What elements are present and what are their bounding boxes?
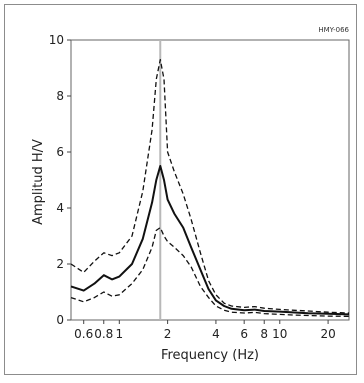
x-tick-label: 20 bbox=[320, 327, 335, 341]
plot-box bbox=[70, 39, 350, 321]
series-line-mean bbox=[70, 165, 350, 316]
x-tick-label: 10 bbox=[272, 327, 287, 341]
x-tick-label: 1 bbox=[115, 327, 123, 341]
x-tick-label: 0.8 bbox=[94, 327, 113, 341]
y-tick-label: 8 bbox=[56, 89, 64, 103]
x-tick-label: 4 bbox=[212, 327, 220, 341]
x-tick-label: 6 bbox=[240, 327, 248, 341]
series-line-dashed-2 bbox=[70, 226, 350, 318]
y-tick-label: 10 bbox=[49, 33, 64, 47]
x-tick-label: 8 bbox=[260, 327, 268, 341]
y-tick-label: 4 bbox=[56, 201, 64, 215]
x-tick-label: 2 bbox=[164, 327, 172, 341]
x-tick-label: 0.6 bbox=[74, 327, 93, 341]
plot-area bbox=[70, 39, 350, 321]
y-tick-label: 2 bbox=[56, 257, 64, 271]
x-axis-title: Frequency (Hz) bbox=[161, 348, 259, 363]
series-layer bbox=[70, 58, 350, 318]
station-label: HMY-066 bbox=[318, 26, 349, 34]
y-tick-label: 6 bbox=[56, 145, 64, 159]
y-tick-label: 0 bbox=[56, 313, 64, 327]
y-axis-title: Amplitud H/V bbox=[31, 139, 46, 225]
series-line-dashed-1 bbox=[70, 58, 350, 314]
